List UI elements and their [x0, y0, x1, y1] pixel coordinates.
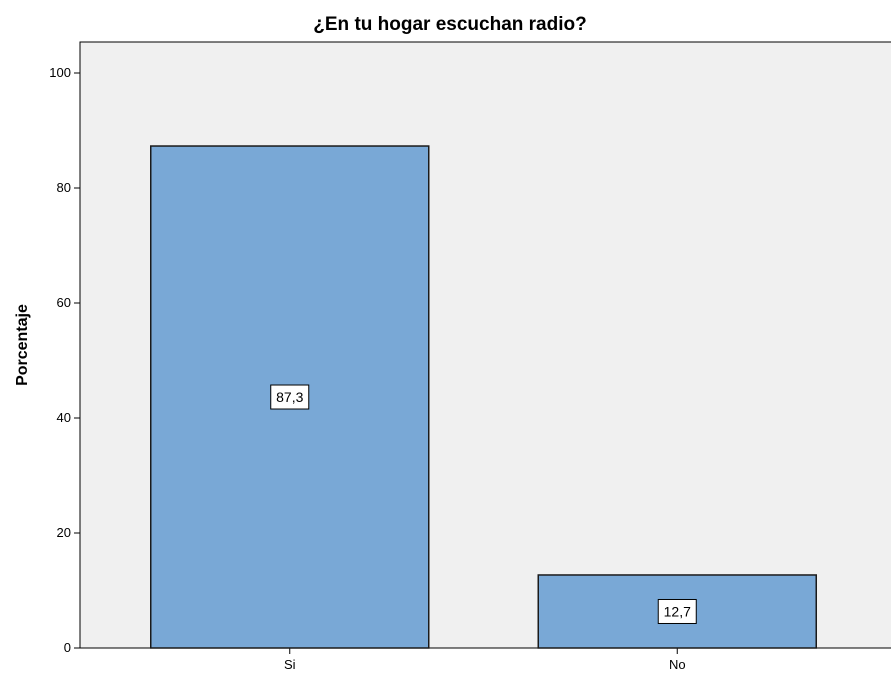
data-label: 12,7 — [664, 603, 691, 619]
x-tick-label: Si — [284, 657, 296, 672]
y-tick-label: 80 — [57, 180, 71, 195]
data-label: 87,3 — [276, 389, 303, 405]
y-tick-label: 60 — [57, 295, 71, 310]
y-tick-label: 100 — [49, 65, 71, 80]
bars: 87,3 12,7 — [150, 145, 817, 649]
chart-title: ¿En tu hogar escuchan radio? — [313, 14, 586, 35]
x-tick-label: No — [669, 657, 686, 672]
y-tick-label: 0 — [64, 640, 71, 655]
y-axis-label: Porcentaje — [14, 304, 31, 386]
data-label-box — [657, 598, 697, 624]
x-axis: Si No — [284, 648, 686, 672]
y-tick-label: 40 — [57, 410, 71, 425]
y-tick-label: 20 — [57, 525, 71, 540]
data-label-box — [270, 384, 310, 410]
y-axis: 0 20 40 60 80 100 — [49, 65, 80, 655]
